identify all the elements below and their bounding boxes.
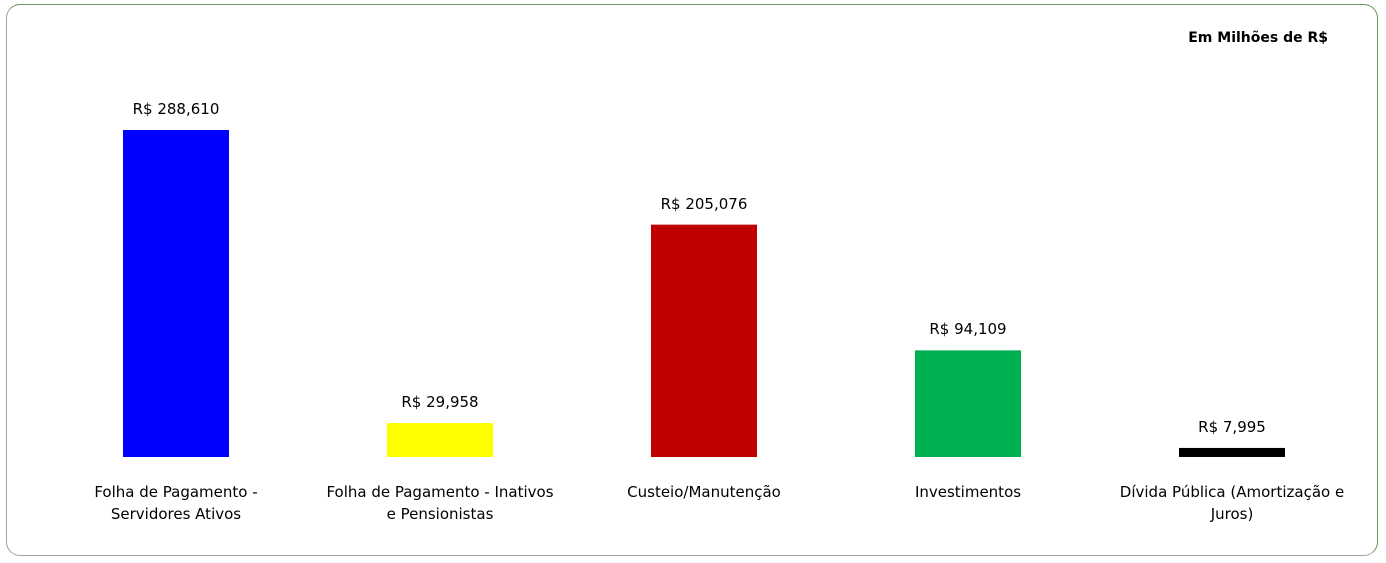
category-label: Custeio/Manutenção	[627, 483, 781, 501]
bar	[915, 350, 1021, 457]
value-label: R$ 29,958	[401, 393, 479, 412]
category-label: Dívida Pública (Amortização e Juros)	[1119, 483, 1345, 523]
category-label: Folha de Pagamento - Servidores Ativos	[94, 483, 258, 523]
value-label: R$ 94,109	[929, 320, 1007, 339]
category-label: Investimentos	[914, 483, 1022, 501]
value-label: R$ 7,995	[1198, 417, 1266, 436]
bar	[387, 423, 493, 457]
bar	[1179, 447, 1285, 457]
bar	[651, 224, 757, 457]
bar	[123, 130, 229, 457]
chart-title: Em Milhões de R$	[1188, 30, 1328, 46]
value-label: R$ 205,076	[660, 194, 748, 213]
category-label: Folha de Pagamento - Inativos e Pensioni…	[326, 483, 554, 523]
chart-frame	[6, 4, 1378, 556]
value-label: R$ 288,610	[132, 100, 220, 118]
